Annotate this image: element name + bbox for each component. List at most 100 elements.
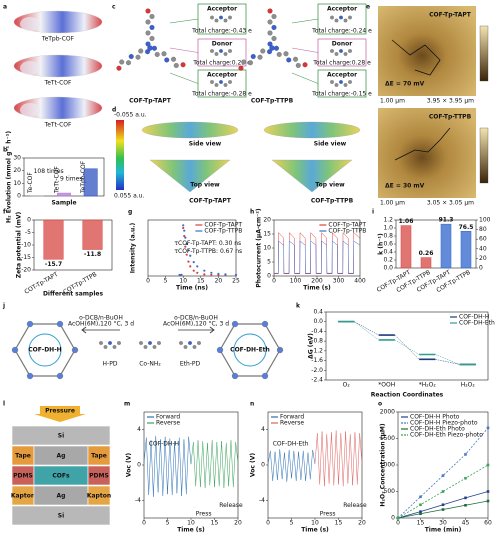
surface-label: TeTpb-COF	[41, 36, 75, 43]
point	[217, 272, 220, 275]
connector	[394, 334, 420, 360]
atom	[334, 83, 339, 87]
connector	[435, 359, 460, 365]
atom	[269, 45, 275, 51]
atom	[152, 345, 157, 349]
line-profile	[391, 39, 441, 76]
y-tick-label: 0.4	[313, 309, 323, 316]
atom	[330, 80, 334, 84]
atom	[286, 57, 292, 63]
y-tick-label: 0.0	[383, 265, 393, 272]
annotation: 9 times	[60, 175, 82, 182]
atom	[267, 30, 273, 36]
reaction-arrow	[81, 326, 120, 334]
x-axis-label: Time (s)	[303, 285, 331, 292]
pore-ring	[233, 333, 267, 367]
atom	[228, 15, 232, 20]
atom	[103, 345, 108, 349]
atom	[154, 51, 160, 57]
atom	[283, 51, 289, 57]
legend-label: Forward	[280, 414, 304, 421]
colorbar-label: -0.055 a.u.	[114, 112, 147, 119]
y-tick-label: 500	[384, 488, 396, 495]
y-tick-label: -5	[25, 229, 31, 236]
atom	[171, 56, 177, 62]
y2-tick-label: 0	[479, 265, 483, 272]
x-tick-label: 15	[197, 278, 205, 285]
y-axis-label: Voc (V)	[126, 453, 133, 477]
marker	[441, 503, 445, 507]
atom	[247, 60, 253, 66]
y-axis-label: H₂ Evolution (mmol g⁻¹ h⁻¹)	[6, 131, 13, 223]
fragment-role: Acceptor	[207, 72, 237, 79]
atom	[228, 80, 232, 84]
atom	[223, 83, 228, 87]
category-label: TeTt-COF	[54, 166, 61, 194]
point	[183, 234, 186, 238]
connector	[354, 321, 379, 341]
y2-tick-label: 80	[479, 226, 487, 233]
y-tick-label: 2000	[380, 409, 395, 416]
fragment-role: Donor	[332, 41, 352, 48]
x-tick-label: 300	[333, 278, 345, 285]
fragment-charge: Total charge:-0.24 e	[311, 28, 372, 35]
x-tick-label: 30	[439, 520, 447, 527]
legend-label: COF-DH-H	[459, 314, 489, 321]
marker	[419, 503, 422, 507]
y-tick-label: -4	[259, 497, 265, 504]
x-tick-label: 0	[272, 278, 276, 285]
atom	[149, 25, 155, 31]
colorbar-label: 0.055 a.u.	[114, 193, 144, 200]
x-tick-label: 15	[211, 520, 219, 527]
x-tick-label: 200	[311, 278, 323, 285]
x-tick-label: 0	[396, 520, 400, 527]
surface-label: TeTt-COF	[44, 122, 72, 129]
y-tick-label: 0	[17, 193, 21, 200]
marker	[464, 496, 467, 500]
esp-lobe	[20, 103, 40, 117]
reaction-condition: AcOH(6M),120 °C, 3 d	[68, 321, 134, 328]
y-tick-label: 20	[13, 167, 21, 174]
connector	[291, 18, 319, 24]
atom	[148, 341, 152, 345]
panel-label: k	[296, 303, 301, 310]
y2-tick-label: 40	[479, 245, 487, 252]
colorbar	[116, 120, 124, 190]
x-tick-label: 20	[358, 520, 366, 527]
framework-bond	[14, 349, 31, 377]
y-tick-label: 1500	[380, 435, 395, 442]
bar	[83, 168, 98, 197]
framework-bond	[264, 323, 281, 351]
series-line	[274, 240, 361, 275]
y-tick-label: 10	[13, 180, 21, 187]
atom	[231, 320, 239, 328]
x-tick-label: 100	[290, 278, 302, 285]
atom	[128, 54, 134, 60]
atom	[260, 48, 266, 54]
line-profile	[394, 127, 451, 161]
panel-label: j	[2, 303, 5, 310]
reaction-condition: o-DCB/n-BuOH	[79, 315, 123, 322]
fragment-role: Acceptor	[207, 6, 237, 13]
fragment-role: Donor	[212, 41, 232, 48]
legend-label: COF-DH-H Photo	[410, 414, 460, 421]
atom	[149, 35, 155, 41]
atom	[145, 30, 151, 36]
atom	[56, 372, 64, 380]
point	[178, 273, 181, 277]
atom	[173, 62, 179, 68]
atom	[273, 45, 279, 51]
annotation: 108 times	[34, 168, 64, 175]
connector	[169, 18, 199, 24]
panel-label: n	[250, 401, 254, 408]
panel-label: i	[372, 209, 374, 216]
y-tick-label: 30	[13, 155, 21, 162]
atom	[241, 59, 247, 65]
x-tick-label: 15	[335, 520, 343, 527]
y-tick-label: 0.2	[383, 257, 393, 264]
marker	[464, 503, 467, 507]
connector	[169, 72, 199, 84]
atom	[271, 14, 277, 20]
y2-tick-label: 100	[479, 217, 491, 224]
